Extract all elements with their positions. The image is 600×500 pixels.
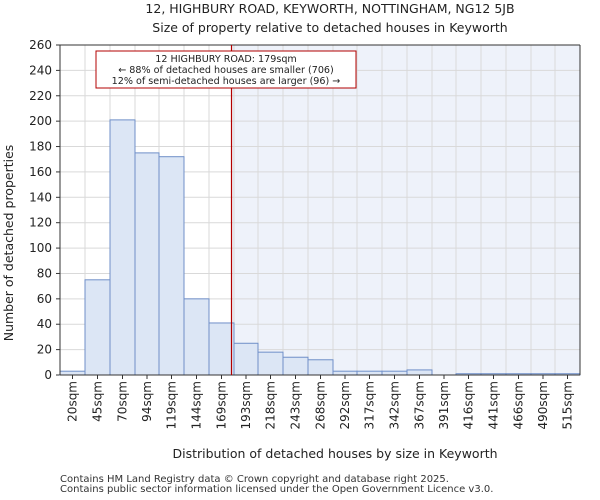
y-tick-label: 200 [29, 114, 52, 128]
x-tick-label: 193sqm [239, 381, 253, 429]
y-tick-label: 0 [44, 368, 52, 382]
y-tick-label: 240 [29, 63, 52, 77]
x-tick-label: 490sqm [536, 381, 550, 429]
histogram-bar [208, 322, 235, 376]
histogram-bar [233, 342, 259, 376]
y-tick-label: 60 [37, 292, 52, 306]
chart-title: 12, HIGHBURY ROAD, KEYWORTH, NOTTINGHAM,… [145, 1, 514, 16]
y-axis-label: Number of detached properties [1, 145, 16, 342]
histogram-bar [381, 370, 408, 376]
x-tick-label: 45sqm [91, 381, 105, 422]
y-tick-label: 40 [37, 317, 52, 331]
x-axis-label: Distribution of detached houses by size … [172, 446, 497, 461]
x-tick-label: 466sqm [512, 381, 526, 429]
y-tick-label: 120 [29, 216, 52, 230]
footer-attribution-line-2: Contains public sector information licen… [60, 484, 494, 495]
annotation-text-line: 12 HIGHBURY ROAD: 179sqm [155, 54, 297, 65]
x-tick-label: 416sqm [462, 381, 476, 429]
footer-attribution-line-1: Contains HM Land Registry data © Crown c… [60, 474, 449, 485]
histogram-bar [282, 356, 309, 376]
histogram-bar [183, 298, 210, 376]
x-tick-label: 391sqm [437, 381, 451, 429]
x-tick-label: 169sqm [215, 381, 229, 429]
x-tick-label: 119sqm [165, 381, 179, 429]
y-tick-label: 100 [29, 241, 52, 255]
x-tick-label: 342sqm [388, 381, 402, 429]
histogram-bar [406, 369, 433, 376]
x-tick-label: 218sqm [264, 381, 278, 429]
x-tick-label: 441sqm [487, 381, 501, 429]
x-tick-label: 70sqm [116, 381, 130, 422]
histogram-chart: 12, HIGHBURY ROAD, KEYWORTH, NOTTINGHAM,… [1, 1, 581, 461]
x-tick-label: 268sqm [314, 381, 328, 429]
x-tick-label: 515sqm [561, 381, 575, 429]
annotation-text-line: ← 88% of detached houses are smaller (70… [118, 65, 334, 76]
histogram-bar [109, 119, 136, 376]
x-tick-label: 243sqm [289, 381, 303, 429]
x-tick-label: 94sqm [140, 381, 154, 422]
y-tick-label: 20 [37, 343, 52, 357]
y-tick-label: 260 [29, 38, 52, 52]
x-tick-label: 367sqm [413, 381, 427, 429]
plot-area: 0 20 40 60 80 100 120 140 160 180 200 220 240 260 20sq… [29, 38, 581, 429]
histogram-bar [59, 370, 86, 376]
histogram-bar [332, 370, 358, 376]
histogram-bar [158, 156, 185, 376]
histogram-bar [84, 279, 111, 376]
x-tick-label: 317sqm [363, 381, 377, 429]
annotation-text-line: 12% of semi-detached houses are larger (… [112, 76, 341, 87]
x-tick-label: 144sqm [190, 381, 204, 429]
y-tick-label: 80 [37, 266, 52, 280]
histogram-bar [307, 359, 334, 376]
y-tick-label: 180 [29, 140, 52, 154]
histogram-bar [257, 351, 284, 376]
x-tick-label: 20sqm [66, 381, 80, 422]
histogram-bar [356, 370, 383, 376]
y-tick-label: 160 [29, 165, 52, 179]
y-tick-label: 220 [29, 89, 52, 103]
annotation-box [95, 50, 357, 89]
histogram-bar [134, 152, 160, 376]
highlight-region [231, 45, 580, 375]
y-tick-label: 140 [29, 190, 52, 204]
x-tick-label: 292sqm [338, 381, 352, 429]
chart-subtitle: Size of property relative to detached ho… [152, 20, 507, 35]
